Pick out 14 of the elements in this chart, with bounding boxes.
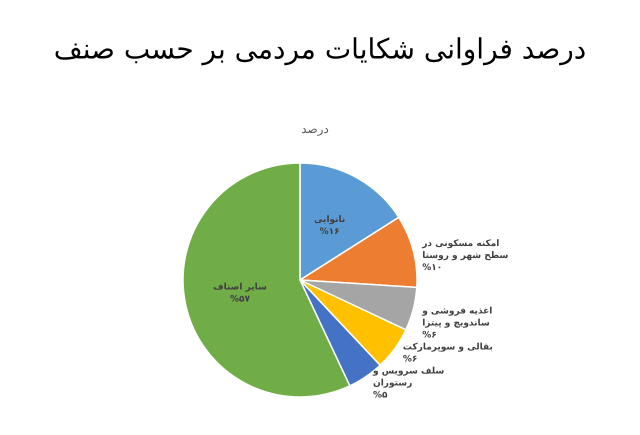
data-label: %۶ — [422, 330, 437, 340]
slice-label: سایر اصناف — [213, 282, 267, 292]
data-label: %۵ — [373, 390, 388, 400]
data-label: %۱۶ — [320, 227, 340, 238]
slice-label: امکنه مسکونی در سطح شهر و روستا — [421, 239, 509, 262]
data-label: %۱۰ — [422, 263, 442, 274]
data-label: %۶ — [402, 354, 418, 364]
chart-subtitle: درصد — [301, 122, 329, 136]
data-label: %۵۷ — [230, 294, 250, 304]
slice-label: اغذیه فروشی و ساندویچ و پیتزا — [421, 306, 496, 328]
slice-label: نانوایی — [314, 215, 346, 226]
chart-title: درصد فراوانی شکایات مردمی بر حسب صنف — [54, 32, 586, 66]
slice-label: سلف سرویس و رستوران — [372, 366, 448, 388]
slice-label: بقالی و سوپرمارکت — [402, 342, 493, 352]
